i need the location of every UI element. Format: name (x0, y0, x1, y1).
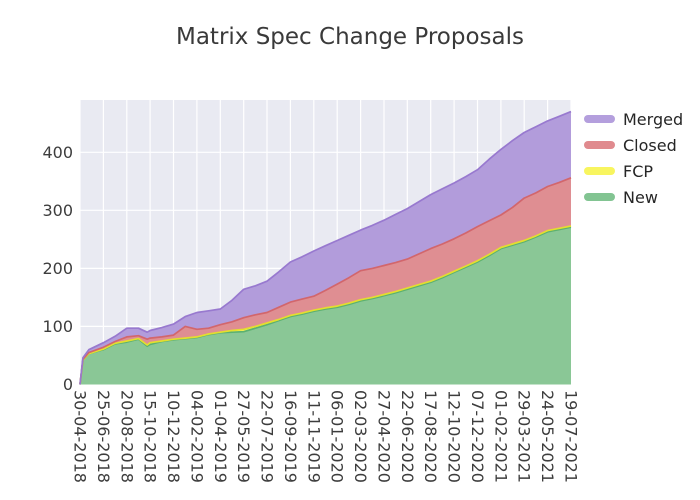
svg-text:10-12-2018: 10-12-2018 (164, 390, 183, 483)
svg-text:15-10-2018: 15-10-2018 (141, 390, 160, 483)
svg-text:01-04-2019: 01-04-2019 (211, 390, 230, 483)
area-merged (80, 111, 571, 385)
svg-text:11-11-2019: 11-11-2019 (304, 390, 323, 483)
x-axis-labels: 30-04-2018 25-06-2018 20-08-2018 15-10-2018… (71, 390, 581, 483)
svg-text:16-09-2019: 16-09-2019 (281, 390, 300, 483)
legend-item-closed: Closed (584, 132, 683, 158)
area-closed (80, 177, 571, 385)
legend: Merged Closed FCP New (584, 106, 683, 210)
svg-text:27-05-2019: 27-05-2019 (234, 390, 253, 483)
svg-text:22-07-2019: 22-07-2019 (258, 390, 277, 483)
edge-fcp (79, 225, 572, 385)
legend-item-new: New (584, 184, 683, 210)
y-axis-labels: 0 100 200 300 400 (42, 143, 73, 394)
new-swatch-icon (584, 193, 615, 201)
svg-text:17-08-2020: 17-08-2020 (421, 390, 440, 483)
legend-item-fcp: FCP (584, 158, 683, 184)
svg-text:20-08-2018: 20-08-2018 (117, 390, 136, 483)
svg-text:19-07-2021: 19-07-2021 (562, 390, 581, 483)
edge-new (79, 226, 572, 385)
svg-text:07-12-2020: 07-12-2020 (468, 390, 487, 483)
svg-text:24-05-2021: 24-05-2021 (538, 390, 557, 483)
edge-merged (79, 110, 572, 385)
svg-text:02-03-2020: 02-03-2020 (351, 390, 370, 483)
svg-text:200: 200 (42, 259, 73, 278)
area-new (80, 227, 571, 385)
svg-text:100: 100 (42, 317, 73, 336)
svg-text:30-04-2018: 30-04-2018 (71, 390, 90, 483)
closed-swatch-icon (584, 141, 615, 149)
svg-text:04-02-2019: 04-02-2019 (187, 390, 206, 483)
svg-text:22-06-2020: 22-06-2020 (398, 390, 417, 483)
legend-label-fcp: FCP (623, 161, 654, 181)
legend-label-merged: Merged (623, 109, 684, 129)
legend-label-closed: Closed (623, 135, 677, 155)
svg-text:0: 0 (63, 375, 73, 394)
chart-title: Matrix Spec Change Proposals (175, 24, 524, 50)
svg-text:01-02-2021: 01-02-2021 (491, 390, 510, 483)
areas (79, 110, 572, 385)
svg-text:25-06-2018: 25-06-2018 (94, 390, 113, 483)
svg-text:29-03-2021: 29-03-2021 (515, 390, 534, 483)
edge-closed (79, 177, 572, 385)
fcp-swatch-icon (584, 167, 615, 175)
svg-text:400: 400 (42, 143, 73, 162)
svg-text:12-10-2020: 12-10-2020 (445, 390, 464, 483)
svg-text:06-01-2020: 06-01-2020 (328, 390, 347, 483)
legend-item-merged: Merged (584, 106, 683, 132)
svg-text:300: 300 (42, 201, 73, 220)
merged-swatch-icon (584, 115, 615, 123)
svg-text:27-04-2020: 27-04-2020 (375, 390, 394, 483)
legend-label-new: New (623, 187, 658, 207)
